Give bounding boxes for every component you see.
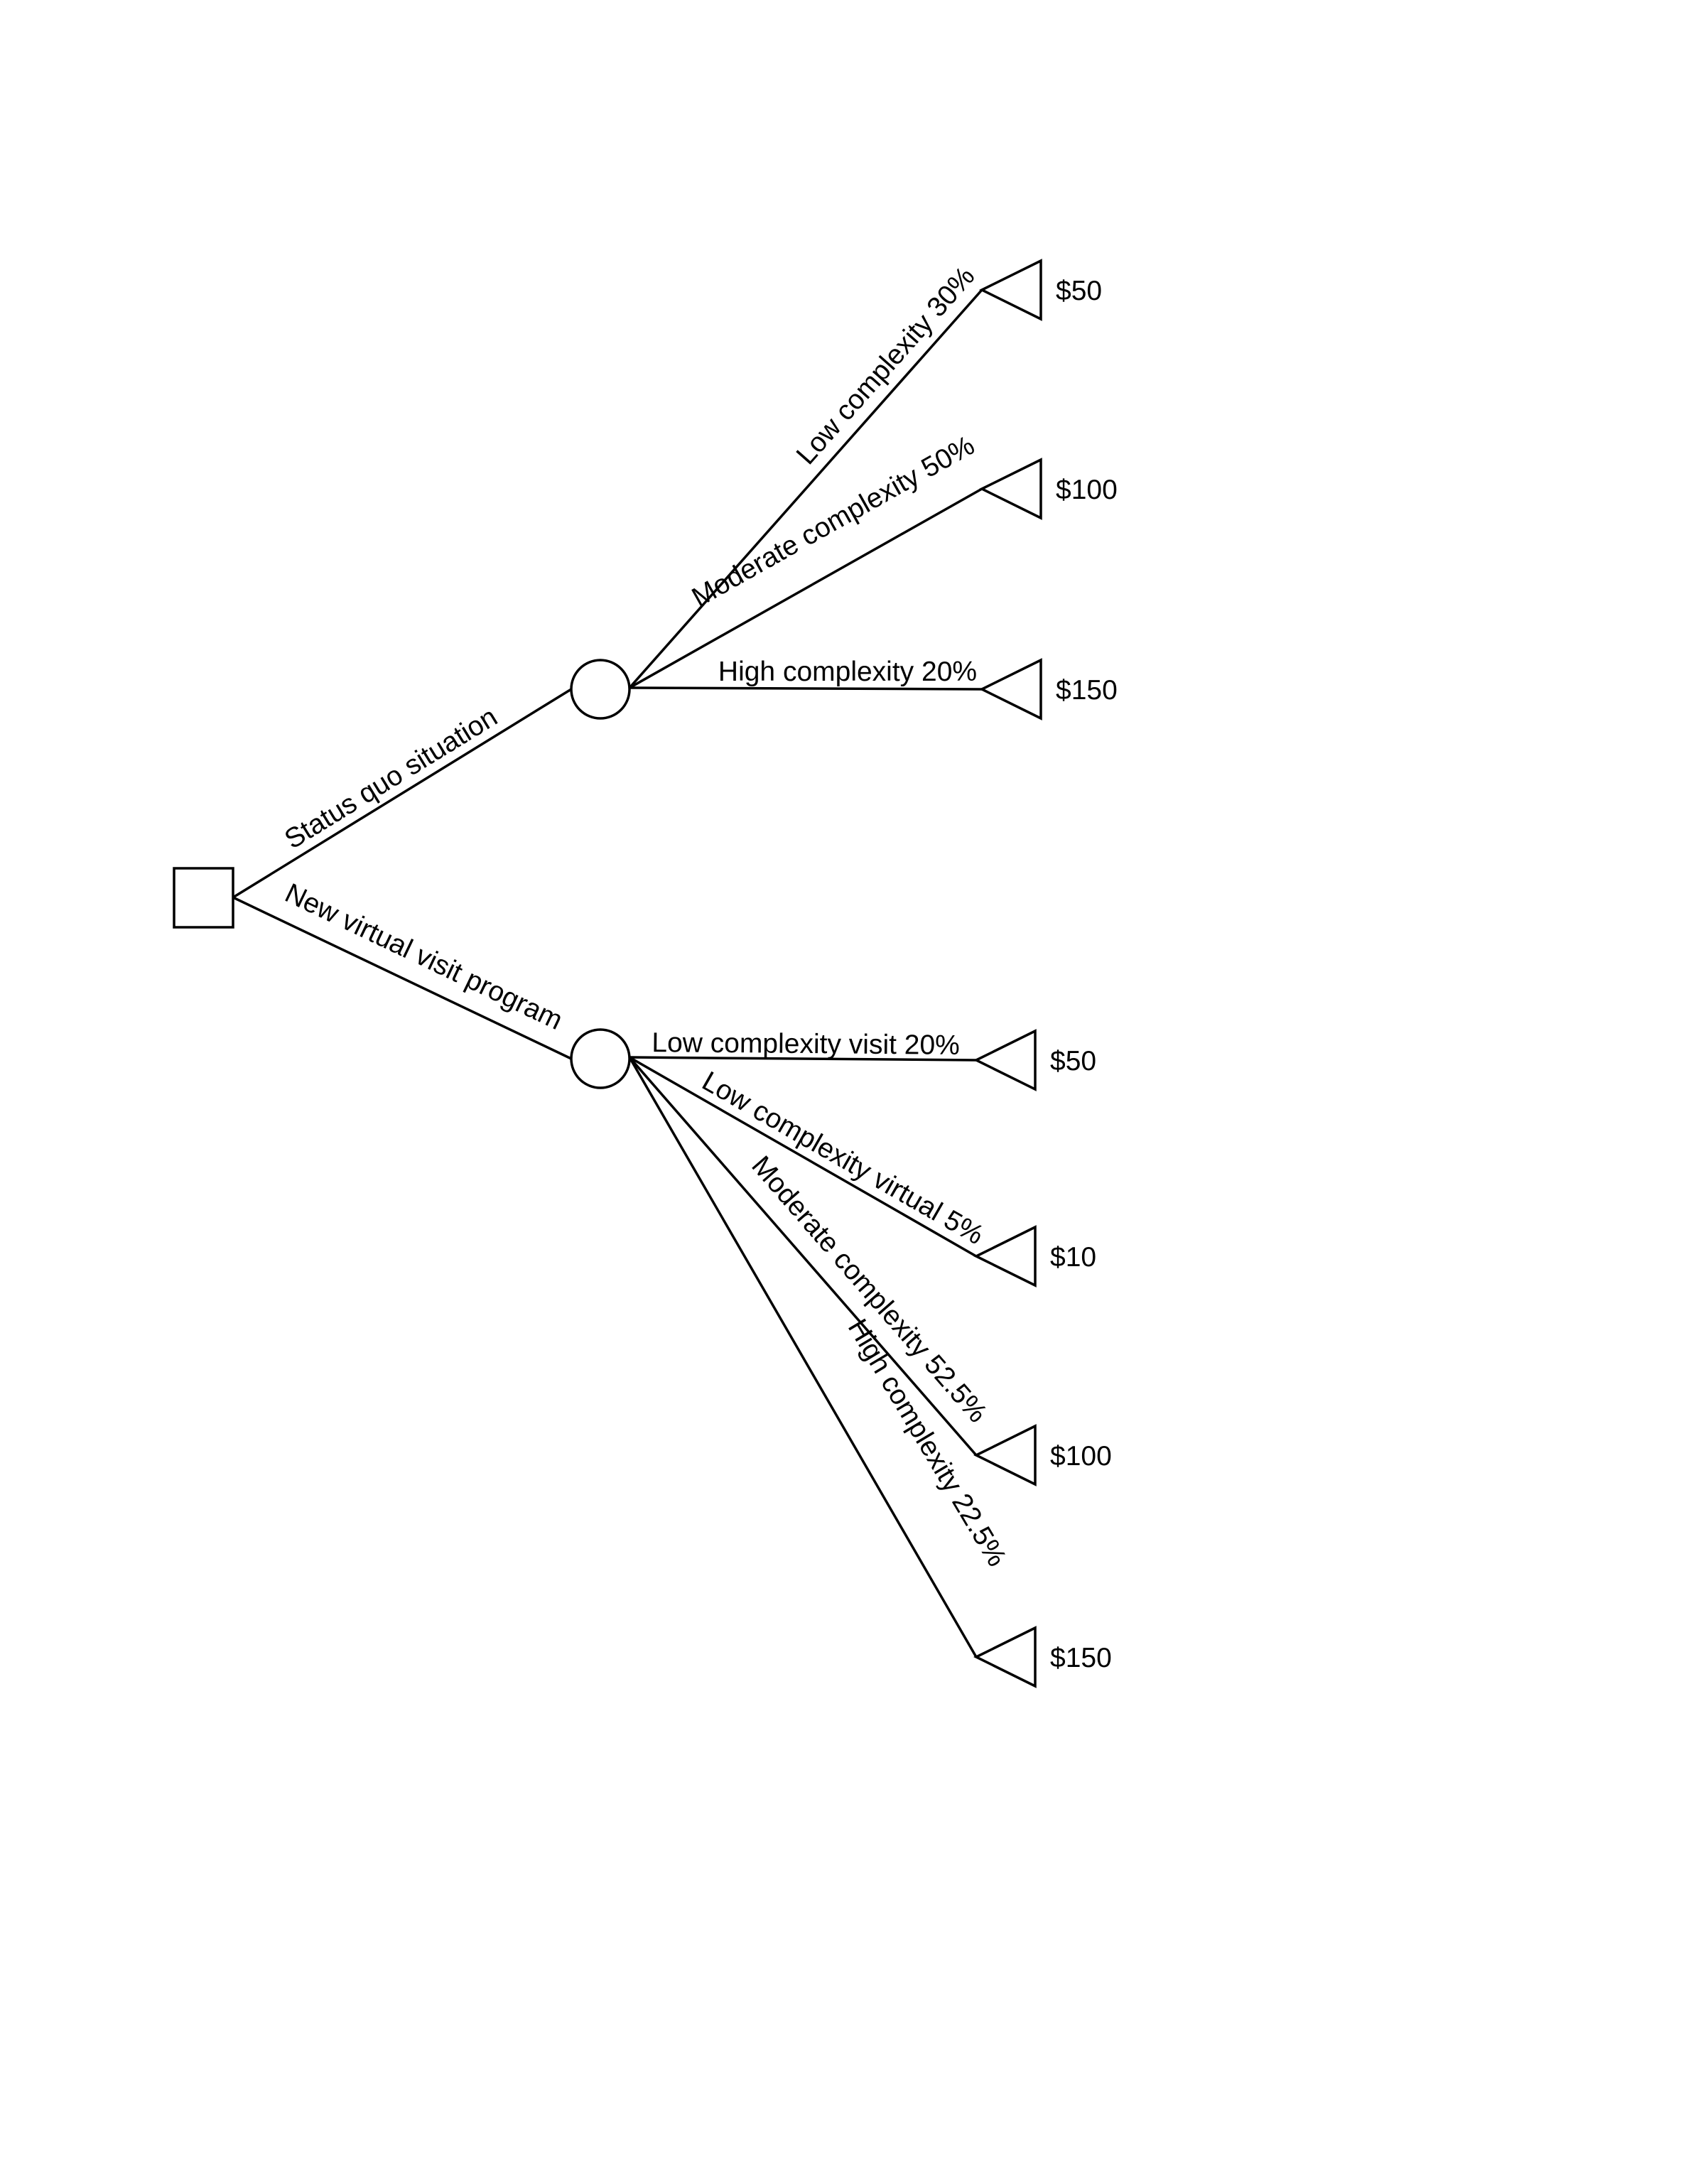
payoff-label-sq-high: $150 (1056, 675, 1118, 706)
chance-node-status-quo (570, 659, 631, 720)
terminal-node-np-low-virtual (973, 1225, 1037, 1288)
outcome-line-np-high (628, 1057, 978, 1658)
outcome-line-np-moderate (628, 1056, 978, 1457)
payoff-label-np-high: $150 (1050, 1643, 1112, 1673)
decision-node (173, 867, 234, 929)
payoff-label-np-low-virtual: $10 (1050, 1242, 1096, 1273)
outcome-line-sq-high (629, 686, 983, 691)
branch-line-new-program (232, 896, 572, 1060)
terminal-node-sq-moderate (979, 458, 1042, 520)
outcome-line-np-low-visit (629, 1056, 977, 1062)
payoff-label-np-moderate: $100 (1050, 1441, 1112, 1472)
terminal-node-sq-high (979, 658, 1042, 720)
terminal-node-np-moderate (973, 1424, 1037, 1486)
terminal-node-sq-low (979, 259, 1042, 321)
payoff-label-sq-low: $50 (1056, 276, 1102, 306)
payoff-label-sq-moderate: $100 (1056, 475, 1118, 505)
branch-line-status-quo (232, 688, 572, 899)
branch-label-status-quo: Status quo situation (279, 701, 502, 855)
branch-label-new-program: New virtual visit program (280, 878, 567, 1036)
outcome-label-np-low-visit: Low complexity visit 20% (652, 1027, 960, 1061)
outcome-label-sq-high: High complexity 20% (718, 657, 977, 687)
outcome-line-sq-moderate (629, 487, 983, 689)
payoff-label-np-low-visit: $50 (1050, 1046, 1096, 1076)
terminal-node-np-high (973, 1626, 1037, 1688)
outcome-line-sq-low (628, 288, 983, 689)
outcome-label-np-low-virtual: Low complexity virtual 5% (697, 1066, 989, 1251)
chance-node-new-program (570, 1028, 631, 1089)
outcome-line-np-low-virtual (629, 1056, 977, 1258)
terminal-node-np-low-visit (973, 1029, 1037, 1091)
outcome-label-np-moderate: Moderate complexity 52.5% (745, 1150, 993, 1428)
